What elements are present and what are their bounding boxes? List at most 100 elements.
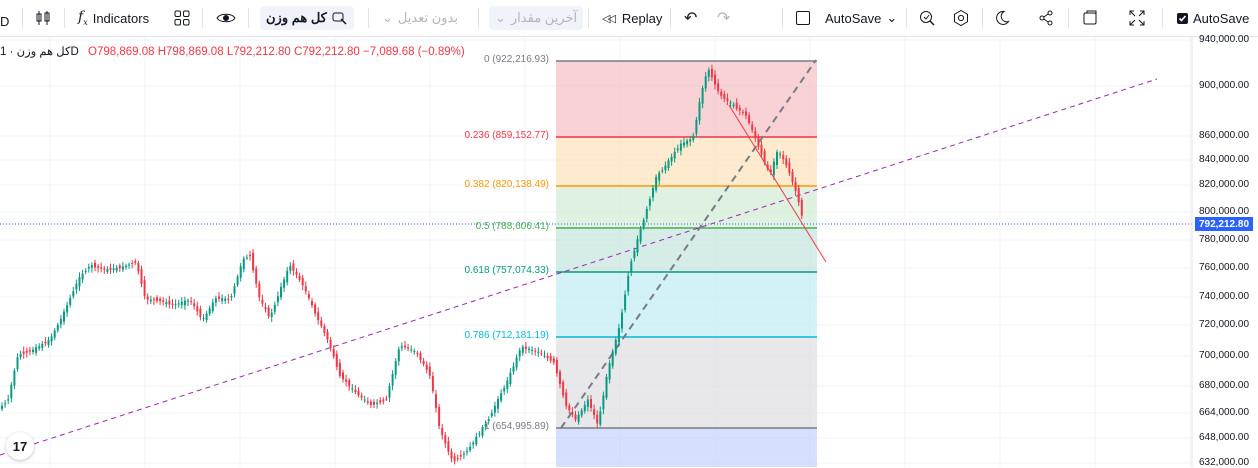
divider bbox=[248, 8, 249, 28]
candle-body bbox=[152, 299, 155, 301]
candle-body bbox=[472, 442, 475, 445]
templates-button[interactable] bbox=[173, 6, 191, 30]
candle-body bbox=[115, 267, 118, 271]
candle-body bbox=[658, 172, 661, 181]
divider bbox=[1162, 8, 1163, 28]
price-source-dropdown[interactable]: ⌄ آخرین مقدار bbox=[489, 6, 584, 30]
theme-button[interactable] bbox=[994, 6, 1010, 30]
candle-body bbox=[689, 139, 692, 142]
undo-icon: ↶ bbox=[684, 10, 698, 27]
price-chart[interactable] bbox=[0, 37, 1258, 467]
candle-body bbox=[586, 399, 589, 407]
candle-body bbox=[701, 88, 704, 104]
candle-body bbox=[342, 372, 344, 380]
fib-zone bbox=[556, 186, 817, 228]
candle-body bbox=[351, 388, 354, 390]
eye-icon bbox=[216, 13, 236, 23]
candle-body bbox=[714, 74, 716, 85]
candle-body bbox=[143, 280, 146, 296]
settings-button[interactable] bbox=[952, 6, 970, 30]
candle-body bbox=[772, 161, 775, 176]
chevron-down-icon: ⌄ bbox=[382, 10, 393, 25]
candle-body bbox=[534, 350, 537, 352]
fib-trend-line[interactable] bbox=[560, 59, 817, 429]
trend-line-dashed-purple[interactable] bbox=[0, 78, 1158, 456]
candle-body bbox=[745, 111, 747, 116]
candle-body bbox=[69, 298, 72, 305]
candle-body bbox=[199, 308, 202, 317]
snapshot-button[interactable] bbox=[1081, 6, 1099, 30]
candle-body bbox=[788, 162, 791, 174]
candle-body bbox=[190, 300, 193, 302]
candle-body bbox=[751, 124, 754, 131]
autosave-toggle[interactable]: AutoSave bbox=[1177, 6, 1249, 30]
candle-body bbox=[413, 350, 416, 352]
candle-body bbox=[174, 304, 177, 306]
candle-body bbox=[19, 353, 22, 358]
quick-search-button[interactable] bbox=[918, 6, 936, 30]
candle-body bbox=[242, 258, 245, 270]
redo-button[interactable]: ↷ bbox=[717, 6, 730, 30]
adjustment-dropdown[interactable]: ⌄ بدون تعدیل bbox=[382, 6, 458, 30]
autosave-toggle-label: AutoSave bbox=[1193, 10, 1250, 26]
candle-body bbox=[794, 181, 797, 192]
candle-body bbox=[35, 347, 38, 353]
visibility-button[interactable] bbox=[216, 6, 236, 30]
candle-body bbox=[177, 303, 180, 305]
candle-body bbox=[311, 301, 313, 306]
candle-body bbox=[692, 135, 695, 140]
candle-body bbox=[146, 296, 149, 300]
candle-body bbox=[376, 402, 379, 404]
candle-body bbox=[391, 373, 394, 386]
candle-body bbox=[81, 273, 84, 280]
candle-body bbox=[335, 353, 338, 367]
chart-type-button[interactable] bbox=[34, 6, 52, 30]
candle-body bbox=[776, 152, 778, 165]
undo-button[interactable]: ↶ bbox=[684, 6, 697, 30]
symbol-search-fragment[interactable]: D bbox=[0, 13, 10, 29]
candle-body bbox=[686, 140, 689, 145]
layout-save-dropdown[interactable]: AutoSave ⌄ bbox=[825, 6, 897, 30]
candle-body bbox=[221, 298, 224, 301]
candle-body bbox=[286, 270, 289, 283]
candle-body bbox=[763, 151, 766, 163]
candle-body bbox=[695, 119, 698, 134]
indicators-button[interactable]: fx Indicators bbox=[78, 6, 149, 30]
fib-zone bbox=[556, 337, 817, 428]
candle-body bbox=[245, 257, 248, 259]
candle-body bbox=[249, 254, 251, 257]
candle-body bbox=[100, 267, 103, 269]
candle-body bbox=[469, 446, 472, 451]
trend-line-red[interactable] bbox=[728, 104, 827, 263]
candle-body bbox=[10, 384, 13, 399]
fullscreen-button[interactable] bbox=[1128, 6, 1146, 30]
candle-body bbox=[168, 300, 171, 305]
fib-retracement-zones[interactable] bbox=[556, 60, 817, 467]
candle-body bbox=[280, 286, 282, 298]
share-button[interactable] bbox=[1037, 6, 1055, 30]
layout-button[interactable] bbox=[796, 6, 810, 30]
price-axis-label: 940,000.00 bbox=[1199, 34, 1250, 45]
candle-body bbox=[162, 300, 165, 302]
compare-symbol-button[interactable]: کل هم وزن bbox=[260, 6, 354, 30]
candle-body bbox=[791, 171, 794, 183]
tradingview-logo[interactable]: 17 bbox=[6, 432, 34, 460]
price-source-label: آخرین مقدار bbox=[510, 10, 578, 25]
candle-body bbox=[676, 148, 679, 151]
candle-body bbox=[131, 262, 134, 264]
fib-zone bbox=[556, 272, 817, 337]
candle-body bbox=[72, 291, 75, 297]
candle-body bbox=[38, 346, 41, 349]
candle-body bbox=[738, 107, 741, 111]
price-axis-label: 840,000.00 bbox=[1199, 154, 1250, 165]
legend-symbol[interactable]: کل هم وزن bbox=[16, 46, 71, 58]
candle-body bbox=[648, 199, 651, 206]
redo-icon: ↷ bbox=[717, 10, 731, 27]
candle-body bbox=[574, 414, 577, 420]
legend-close: C792,212.80 bbox=[293, 46, 360, 58]
candle-body bbox=[354, 389, 357, 393]
candle-body bbox=[94, 262, 96, 268]
candle-body bbox=[720, 91, 723, 96]
replay-button[interactable]: ◁◁ Replay bbox=[602, 6, 662, 30]
candle-body bbox=[583, 404, 586, 412]
